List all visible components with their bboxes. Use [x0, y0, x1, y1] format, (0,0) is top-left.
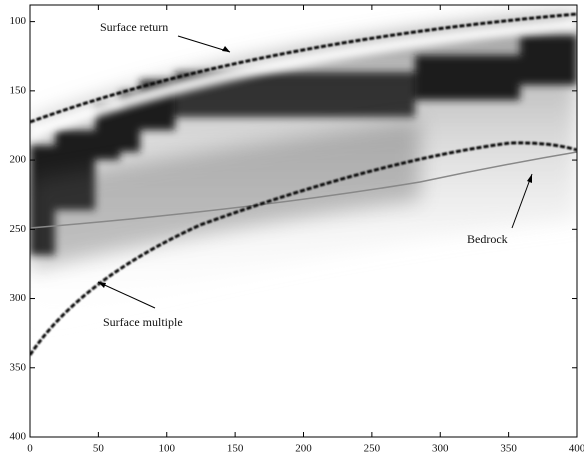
arrow-head: [527, 174, 532, 183]
arrow-head: [98, 282, 106, 288]
x-tick-label: 150: [227, 443, 244, 455]
arrow-head: [222, 46, 230, 52]
y-tick-label: 400: [10, 431, 27, 443]
y-tick-label: 100: [10, 15, 27, 27]
x-tick-label: 0: [27, 443, 33, 455]
x-tick-label: 400: [569, 443, 584, 455]
annotation: Surface return: [100, 20, 168, 34]
x-tick-label: 200: [295, 443, 312, 455]
y-tick-label: 250: [10, 223, 27, 235]
x-tick-label: 350: [500, 443, 517, 455]
y-tick-label: 200: [10, 154, 27, 166]
x-tick-label: 250: [364, 443, 381, 455]
annotation: Surface multiple: [103, 315, 183, 329]
x-tick-label: 300: [432, 443, 449, 455]
radar-image: [30, 5, 577, 437]
annotation-arrow: [97, 281, 156, 309]
y-tick-label: 350: [10, 361, 27, 373]
annotation-arrow: [511, 173, 533, 229]
annotation-arrow: [177, 35, 231, 53]
x-tick-label: 100: [159, 443, 176, 455]
y-tick-label: 300: [10, 292, 27, 304]
x-tick-label: 50: [93, 443, 105, 455]
y-tick-label: 150: [10, 84, 27, 96]
annotation: Bedrock: [467, 232, 508, 246]
